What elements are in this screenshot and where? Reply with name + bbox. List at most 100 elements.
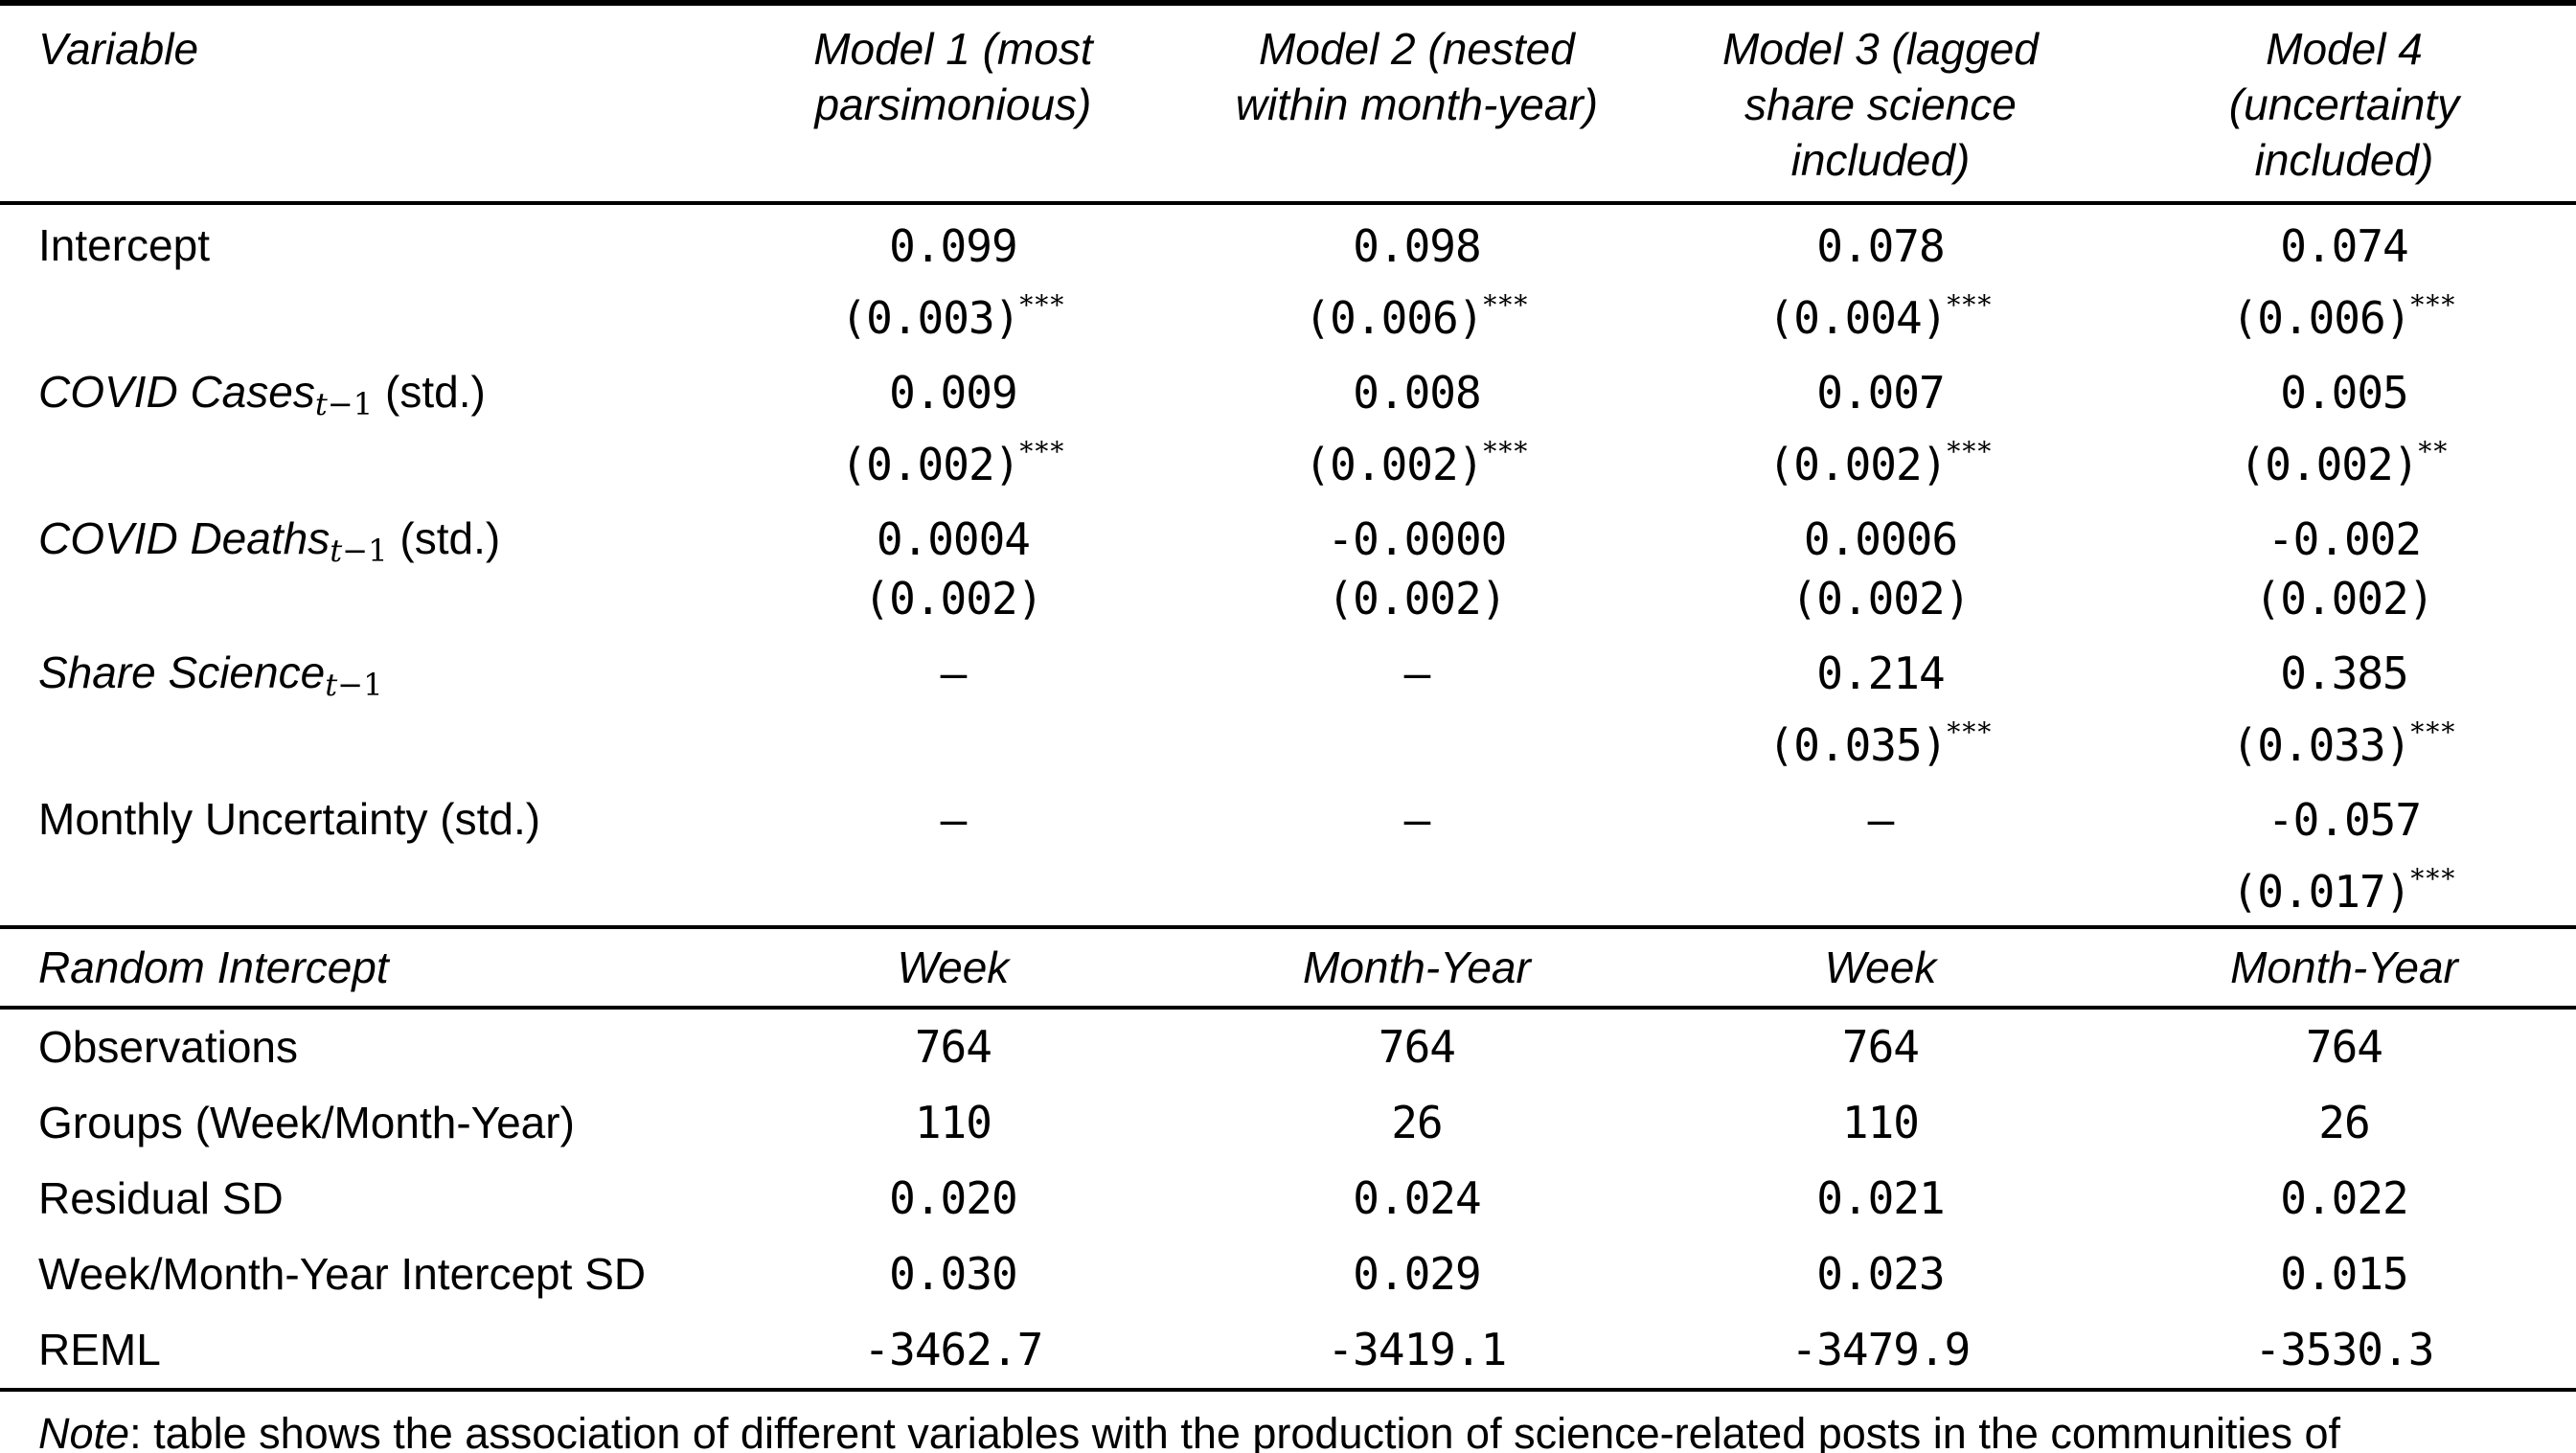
value-cell: – (1185, 779, 1649, 927)
estimate: 0.009 (889, 367, 1017, 419)
estimate: 0.078 (1816, 220, 1945, 272)
value-cell: 0.099 (0.003)*** (721, 203, 1185, 352)
column-header-variable: Variable (0, 3, 721, 205)
coefficient-rows: Intercept 0.099 (0.003)*** 0.098 (0.006)*** 0… (0, 203, 2576, 927)
value-cell: 0.098 (0.006)*** (1185, 203, 1649, 352)
row-label: COVID Deathst−1 (std.) (38, 513, 501, 570)
stat-value-cell: 0.015 (2280, 1248, 2408, 1300)
significance-stars: *** (1019, 436, 1066, 467)
stat-value-cell: -3419.1 (1327, 1324, 1507, 1375)
standard-error: (0.003)*** (840, 289, 1066, 344)
column-header-model1: Model 1 (most parsimonious) (720, 3, 1185, 205)
row-label: Week/Month-Year Intercept SD (38, 1249, 647, 1299)
subscript: t−1 (325, 667, 383, 704)
estimate: 0.0004 (876, 513, 1031, 565)
stat-value-cell: 0.024 (1353, 1172, 1481, 1224)
standard-error: (0.002)*** (1767, 436, 1994, 490)
row-label: Share Sciencet−1 (38, 647, 383, 704)
standard-error: (0.033)*** (2231, 716, 2457, 771)
value-cell: 0.078 (0.004)*** (1649, 203, 2112, 352)
significance-stars: *** (1947, 289, 1994, 321)
estimate: 0.099 (889, 220, 1017, 272)
standard-error: (0.002)*** (840, 436, 1066, 490)
model-stats-rows: Observations 764 764 764 764 Groups (Week/Mon… (0, 1008, 2576, 1388)
significance-stars: *** (1483, 436, 1530, 467)
empty-dash: – (1867, 794, 1895, 846)
row-label: Observations (38, 1022, 299, 1072)
random-intercept-value: Month-Year (1184, 925, 1649, 1010)
stat-value-cell: 764 (1841, 1021, 1920, 1073)
value-cell: 0.0006 (0.002) (1649, 498, 2112, 632)
stat-value-cell: 764 (2305, 1021, 2383, 1073)
table-row: COVID Casest−1 (std.) 0.009 (0.002)*** 0.00… (0, 352, 2576, 498)
row-label: Random Intercept (0, 925, 721, 1010)
standard-error: (0.002)*** (1304, 436, 1530, 490)
table-header: Variable Model 1 (most parsimonious) Mod… (0, 3, 2576, 205)
row-label: Monthly Uncertainty (std.) (38, 794, 541, 844)
estimate: 0.005 (2280, 367, 2408, 419)
subscript: t−1 (314, 386, 374, 423)
estimate: 0.074 (2280, 220, 2408, 272)
stat-value-cell: 764 (914, 1021, 992, 1073)
standard-error: (0.006)*** (2231, 289, 2457, 344)
significance-stars: *** (1947, 436, 1994, 467)
standard-error: (0.004)*** (1767, 289, 1994, 344)
estimate: 0.008 (1353, 367, 1481, 419)
stat-value-cell: 110 (1841, 1097, 1920, 1148)
row-label: Residual SD (38, 1173, 284, 1223)
value-cell: 0.008 (0.002)*** (1185, 352, 1649, 498)
table-row: COVID Deathst−1 (std.) 0.0004 (0.002) -0.00… (0, 498, 2576, 632)
standard-error: (0.002) (2254, 573, 2435, 624)
value-cell: 0.0004 (0.002) (721, 498, 1185, 632)
value-cell: 0.007 (0.002)*** (1649, 352, 2112, 498)
stat-value-cell: 0.022 (2280, 1172, 2408, 1224)
table-row: Groups (Week/Month-Year) 110 26 110 26 (0, 1085, 2576, 1161)
stat-value-cell: 0.030 (889, 1248, 1017, 1300)
stat-value-cell: -3479.9 (1790, 1324, 1972, 1375)
empty-dash: – (1403, 794, 1431, 846)
stat-value-cell: 0.023 (1816, 1248, 1945, 1300)
standard-error: (0.002) (1790, 573, 1972, 624)
stat-value-cell: -3462.7 (863, 1324, 1043, 1375)
random-intercept-value: Month-Year (2111, 925, 2576, 1010)
estimate: 0.0006 (1803, 513, 1958, 565)
column-header-model2: Model 2 (nested within month-year) (1184, 3, 1649, 205)
estimate: -0.0000 (1327, 513, 1507, 565)
header-row: Variable Model 1 (most parsimonious) Mod… (0, 3, 2576, 205)
stat-value-cell: 110 (914, 1097, 992, 1148)
value-cell: – (721, 779, 1185, 927)
value-cell: 0.385 (0.033)*** (2112, 632, 2576, 779)
significance-stars: *** (1019, 289, 1066, 321)
estimate: 0.385 (2280, 647, 2408, 699)
standard-error: (0.002)** (2239, 436, 2450, 490)
value-cell: 0.074 (0.006)*** (2112, 203, 2576, 352)
row-label: Groups (Week/Month-Year) (38, 1098, 575, 1147)
stat-value-cell: 764 (1378, 1021, 1456, 1073)
estimate: 0.007 (1816, 367, 1945, 419)
regression-table: Variable Model 1 (most parsimonious) Mod… (0, 0, 2576, 1388)
empty-dash: – (940, 794, 968, 846)
estimate: 0.098 (1353, 220, 1481, 272)
stat-value-cell: 26 (1391, 1097, 1443, 1148)
value-cell: – (1185, 632, 1649, 779)
standard-error: (0.006)*** (1304, 289, 1530, 344)
significance-stars: *** (2410, 716, 2457, 748)
estimate: -0.057 (2267, 794, 2422, 846)
value-cell: 0.214 (0.035)*** (1649, 632, 2112, 779)
table-row: Intercept 0.099 (0.003)*** 0.098 (0.006)*** 0… (0, 203, 2576, 352)
value-cell: -0.057 (0.017)*** (2112, 779, 2576, 927)
value-cell: -0.002 (0.002) (2112, 498, 2576, 632)
table-row: Random Intercept Week Month-Year Week Month-… (0, 925, 2576, 1010)
table-row: Share Sciencet−1 – – 0.214 (0.035)*** 0.385 (0… (0, 632, 2576, 779)
subscript: t−1 (330, 533, 388, 570)
standard-error: (0.017)*** (2231, 863, 2457, 918)
significance-stars: *** (2410, 289, 2457, 321)
column-header-model3: Model 3 (lagged share science included) (1648, 3, 2112, 205)
random-intercept-value: Week (720, 925, 1185, 1010)
row-label: COVID Casest−1 (std.) (38, 367, 486, 423)
table-row: REML -3462.7 -3419.1 -3479.9 -3530.3 (0, 1312, 2576, 1388)
estimate: 0.214 (1816, 647, 1945, 699)
row-label: Intercept (38, 220, 210, 270)
standard-error: (0.002) (863, 573, 1043, 624)
